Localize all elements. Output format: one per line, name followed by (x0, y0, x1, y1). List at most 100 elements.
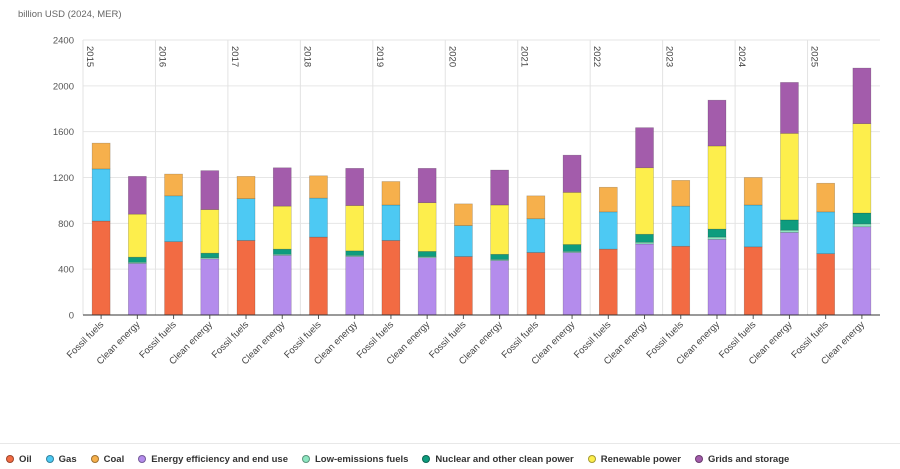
bar-segment-nuclear-and-other-clean-power[interactable] (490, 253, 509, 260)
year-label: 2020 (446, 46, 457, 67)
bar-segment-coal[interactable] (91, 142, 111, 170)
bar-segment-coal[interactable] (526, 195, 546, 220)
bar-segment-energy-efficiency-and-end-use[interactable] (128, 263, 147, 316)
bar-segment-gas[interactable] (164, 195, 183, 242)
bar-segment-gas[interactable] (381, 204, 401, 241)
bar-segment-nuclear-and-other-clean-power[interactable] (562, 244, 582, 252)
bar-segment-oil[interactable] (454, 256, 473, 316)
bar-segment-coal[interactable] (598, 186, 618, 213)
bar-segment-oil[interactable] (743, 246, 763, 316)
bar-segment-renewable-power[interactable] (852, 123, 872, 214)
y-tick-label: 1600 (53, 127, 74, 138)
bar-segment-gas[interactable] (309, 197, 328, 238)
bar-segment-low-emissions-fuels[interactable] (852, 223, 872, 228)
bar-segment-grids-and-storage[interactable] (272, 167, 292, 207)
bar-segment-coal[interactable] (164, 173, 183, 197)
bar-segment-renewable-power[interactable] (272, 205, 292, 250)
bar-segment-energy-efficiency-and-end-use[interactable] (345, 256, 365, 316)
bar-segment-nuclear-and-other-clean-power[interactable] (852, 212, 872, 225)
bar-segment-oil[interactable] (309, 236, 328, 316)
bar-segment-grids-and-storage[interactable] (345, 168, 365, 206)
bar-segment-oil[interactable] (164, 241, 183, 316)
bar-segment-oil[interactable] (91, 220, 111, 316)
bar-segment-renewable-power[interactable] (200, 209, 220, 254)
bar-segment-oil[interactable] (236, 240, 256, 316)
bar-segment-gas[interactable] (91, 168, 111, 222)
bar-segment-renewable-power[interactable] (780, 133, 799, 221)
year-dividers: 2015 2016 2017 2018 2019 2020 2021 2022 2023 2024… (82, 40, 820, 315)
bar-segment-gas[interactable] (236, 198, 256, 241)
bar-segment-gas[interactable] (526, 218, 546, 253)
bar-segment-oil[interactable] (526, 252, 546, 316)
bar-segment-grids-and-storage[interactable] (128, 176, 147, 215)
bar-segment-oil[interactable] (598, 248, 618, 316)
bar-segment-energy-efficiency-and-end-use[interactable] (562, 252, 582, 316)
bar-segment-grids-and-storage[interactable] (707, 99, 727, 147)
bar-segment-nuclear-and-other-clean-power[interactable] (707, 228, 727, 238)
bar-segment-gas[interactable] (816, 211, 835, 254)
bar-segment-energy-efficiency-and-end-use[interactable] (417, 257, 437, 316)
bar-segment-gas[interactable] (598, 211, 618, 250)
bar-segment-low-emissions-fuels[interactable] (780, 229, 799, 233)
bar-segment-energy-efficiency-and-end-use[interactable] (490, 260, 509, 316)
legend-item-coal[interactable]: Coal (90, 453, 125, 465)
bar-segment-grids-and-storage[interactable] (417, 168, 437, 204)
bar-segment-oil[interactable] (816, 253, 835, 316)
legend-label: Energy efficiency and end use (151, 453, 288, 465)
bar-segment-energy-efficiency-and-end-use[interactable] (200, 258, 220, 316)
bar-segment-nuclear-and-other-clean-power[interactable] (200, 252, 220, 259)
legend-item-gas[interactable]: Gas (45, 454, 77, 465)
legend-item-low-emissions-fuels[interactable]: Low-emissions fuels (301, 454, 408, 465)
bar-segment-renewable-power[interactable] (417, 202, 437, 252)
legend-swatch (695, 455, 703, 463)
bar-segment-nuclear-and-other-clean-power[interactable] (345, 250, 365, 256)
bar-segment-low-emissions-fuels[interactable] (345, 255, 365, 257)
legend-swatch (422, 455, 431, 463)
bar-segment-renewable-power[interactable] (562, 192, 582, 245)
bar-segment-coal[interactable] (381, 181, 401, 206)
year-label: 2025 (809, 46, 820, 67)
bar-segment-nuclear-and-other-clean-power[interactable] (780, 219, 799, 231)
bar-segment-nuclear-and-other-clean-power[interactable] (272, 248, 292, 255)
bar-segment-grids-and-storage[interactable] (490, 169, 509, 206)
bar-segment-grids-and-storage[interactable] (852, 67, 872, 124)
bar-segment-oil[interactable] (381, 240, 401, 316)
bar-segment-gas[interactable] (743, 204, 763, 248)
bar-segment-gas[interactable] (671, 205, 691, 247)
bar-segment-grids-and-storage[interactable] (562, 154, 582, 193)
bar-segment-coal[interactable] (671, 180, 691, 207)
bar-segment-renewable-power[interactable] (128, 213, 147, 258)
bar-segment-nuclear-and-other-clean-power[interactable] (635, 233, 654, 243)
bar-segment-gas[interactable] (454, 225, 473, 257)
bar-segment-low-emissions-fuels[interactable] (490, 259, 509, 261)
legend-label: Coal (103, 453, 125, 465)
bar-segment-grids-and-storage[interactable] (200, 170, 220, 210)
bar-segment-energy-efficiency-and-end-use[interactable] (635, 243, 654, 316)
legend-item-renewable-power[interactable]: Renewable power (587, 454, 681, 465)
bar-segment-nuclear-and-other-clean-power[interactable] (417, 251, 437, 257)
bar-segment-renewable-power[interactable] (490, 204, 509, 255)
bar-segment-renewable-power[interactable] (635, 167, 654, 235)
bar-segment-grids-and-storage[interactable] (780, 82, 799, 134)
bar-segment-grids-and-storage[interactable] (635, 127, 654, 169)
legend-item-oil[interactable]: Oil (6, 454, 32, 465)
bar-segment-oil[interactable] (671, 245, 691, 316)
legend-item-grids-and-storage[interactable]: Grids and storage (695, 454, 789, 465)
bar-segment-coal[interactable] (236, 176, 256, 199)
bar-segment-coal[interactable] (454, 203, 473, 226)
bar-segment-coal[interactable] (743, 177, 763, 206)
bar-segment-energy-efficiency-and-end-use[interactable] (852, 226, 872, 316)
bar-segment-coal[interactable] (816, 182, 835, 213)
bar-segment-energy-efficiency-and-end-use[interactable] (780, 232, 799, 316)
legend-item-nuclear-and-other-clean-power[interactable]: Nuclear and other clean power (422, 454, 574, 465)
bar-segment-nuclear-and-other-clean-power[interactable] (128, 256, 147, 263)
bar-segment-renewable-power[interactable] (707, 145, 727, 230)
bar-segment-energy-efficiency-and-end-use[interactable] (707, 239, 727, 316)
bar-segment-energy-efficiency-and-end-use[interactable] (272, 255, 292, 316)
y-tick-label: 800 (58, 219, 74, 230)
bar-segment-low-emissions-fuels[interactable] (707, 236, 727, 240)
legend-item-energy-efficiency-and-end-use[interactable]: Energy efficiency and end use (138, 454, 288, 465)
bar-segment-renewable-power[interactable] (345, 205, 365, 252)
chart: billion USD (2024, MER) 0 400 800 1200 1600 2… (18, 9, 880, 367)
bar-segment-coal[interactable] (309, 175, 328, 199)
